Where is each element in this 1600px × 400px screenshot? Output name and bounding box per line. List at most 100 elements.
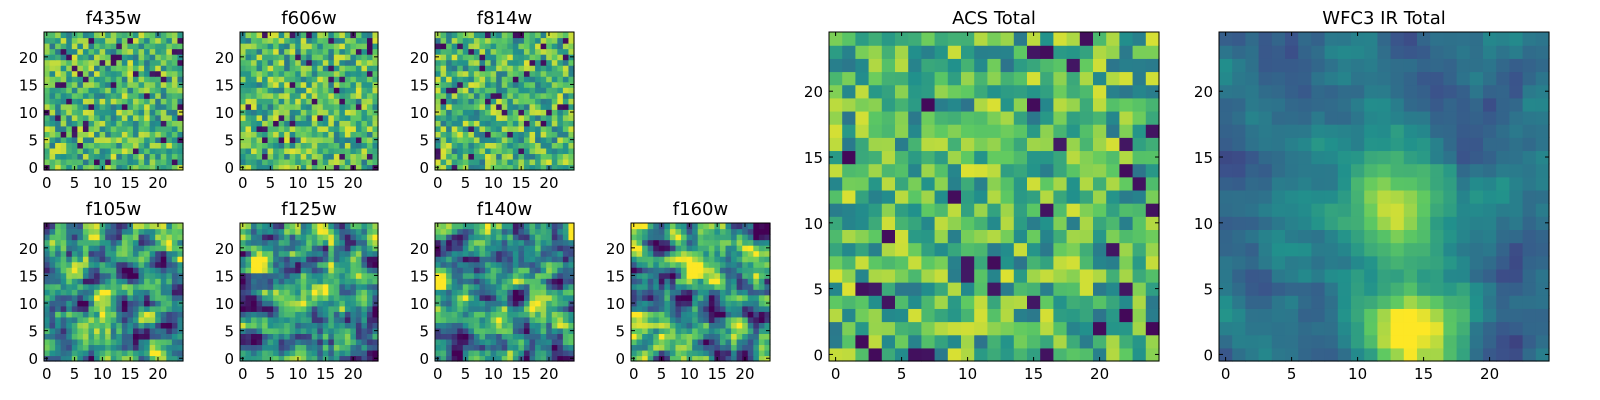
heatmap-cell xyxy=(166,87,173,94)
heatmap-cell xyxy=(731,228,738,235)
heatmap-cell xyxy=(366,59,374,66)
heatmap-cell xyxy=(908,308,922,323)
heatmap-cell xyxy=(121,59,128,66)
heatmap-cell xyxy=(49,327,56,334)
heatmap-cell xyxy=(507,289,514,296)
heatmap-cell xyxy=(881,255,896,270)
heatmap-cell xyxy=(333,147,340,155)
heatmap-cell xyxy=(166,316,173,323)
x-tick-label: 15 xyxy=(512,365,531,383)
heatmap-cell xyxy=(697,338,704,346)
heatmap-cell xyxy=(675,316,682,323)
heatmap-cell xyxy=(568,103,575,110)
heatmap-cell xyxy=(339,125,346,132)
heatmap-cell xyxy=(333,87,340,94)
heatmap-cell xyxy=(518,289,525,296)
heatmap-cell xyxy=(66,142,73,149)
heatmap-cell xyxy=(344,228,351,235)
heatmap-cell xyxy=(457,338,464,346)
heatmap-cell xyxy=(55,245,62,252)
heatmap-cell xyxy=(350,76,357,83)
heatmap-cell xyxy=(328,114,335,121)
heatmap-cell xyxy=(512,278,519,285)
heatmap-cell xyxy=(753,349,760,357)
heatmap-cell xyxy=(311,43,318,50)
heatmap-cell xyxy=(245,316,252,323)
panel-title: f140w xyxy=(477,199,532,220)
heatmap-cell xyxy=(868,308,883,323)
heatmap-cell xyxy=(501,142,508,149)
heatmap-cell xyxy=(540,98,547,105)
heatmap-cell xyxy=(121,239,128,246)
heatmap-cell xyxy=(155,109,162,116)
heatmap-cell xyxy=(714,278,721,285)
heatmap-cell xyxy=(251,125,258,132)
heatmap-cell xyxy=(636,355,643,362)
heatmap-cell xyxy=(568,65,575,72)
heatmap-cell xyxy=(440,278,447,285)
heatmap-cell xyxy=(177,223,184,230)
heatmap-cell xyxy=(642,261,649,268)
heatmap-cell xyxy=(350,81,357,88)
heatmap-cell xyxy=(457,142,464,149)
heatmap-cell xyxy=(523,32,531,39)
heatmap-cell xyxy=(306,136,313,143)
heatmap-cell xyxy=(435,114,442,121)
heatmap-cell xyxy=(546,300,553,307)
heatmap-cell xyxy=(60,355,67,362)
heatmap-cell xyxy=(300,147,307,155)
heatmap-cell xyxy=(177,305,184,312)
heatmap-cell xyxy=(105,305,112,312)
heatmap-cell xyxy=(116,164,123,171)
heatmap-cell xyxy=(322,300,329,307)
heatmap-cell xyxy=(557,125,564,132)
heatmap-cell xyxy=(490,70,497,77)
heatmap-cell xyxy=(658,305,665,312)
heatmap-cell xyxy=(322,333,329,340)
heatmap-cell xyxy=(262,125,269,132)
heatmap-cell xyxy=(557,103,564,110)
heatmap-cell xyxy=(88,294,95,301)
heatmap-cell xyxy=(435,278,442,285)
heatmap-cell xyxy=(535,322,542,329)
heatmap-cell xyxy=(278,48,285,55)
heatmap-cell xyxy=(731,355,738,362)
heatmap-cell xyxy=(99,125,106,132)
heatmap-cell xyxy=(697,289,704,296)
heatmap-cell xyxy=(44,256,51,263)
heatmap-cell xyxy=(636,228,643,235)
heatmap-cell xyxy=(987,229,1002,244)
heatmap-cell xyxy=(295,125,302,132)
heatmap-cell xyxy=(692,267,699,274)
heatmap-cell xyxy=(697,316,704,323)
heatmap-cell xyxy=(71,311,78,318)
heatmap-cell xyxy=(82,349,90,357)
heatmap-cell xyxy=(934,308,949,323)
heatmap-cell xyxy=(245,59,252,66)
heatmap-cell xyxy=(479,278,486,285)
heatmap-cell xyxy=(116,37,123,44)
heatmap-cell xyxy=(501,250,508,257)
heatmap-cell xyxy=(149,158,156,166)
heatmap-cell xyxy=(166,147,173,155)
heatmap-cell xyxy=(149,234,156,241)
heatmap-cell xyxy=(49,153,56,160)
heatmap-cell xyxy=(512,54,519,61)
heatmap-cell xyxy=(451,349,458,357)
heatmap-cell xyxy=(366,153,374,160)
heatmap-cell xyxy=(105,103,112,110)
heatmap-cell xyxy=(333,283,340,290)
heatmap-cell xyxy=(479,164,486,171)
heatmap-cell xyxy=(99,81,106,88)
heatmap-cell xyxy=(256,87,263,94)
heatmap-cell xyxy=(529,147,536,155)
heatmap-cell xyxy=(473,48,481,55)
heatmap-cell xyxy=(551,338,558,346)
heatmap-cell xyxy=(440,245,447,252)
heatmap-cell xyxy=(71,256,78,263)
heatmap-cell xyxy=(512,322,519,329)
heatmap-cell xyxy=(440,54,447,61)
heatmap-cell xyxy=(758,355,766,362)
heatmap-cell xyxy=(462,333,469,340)
heatmap-cell xyxy=(473,70,481,77)
